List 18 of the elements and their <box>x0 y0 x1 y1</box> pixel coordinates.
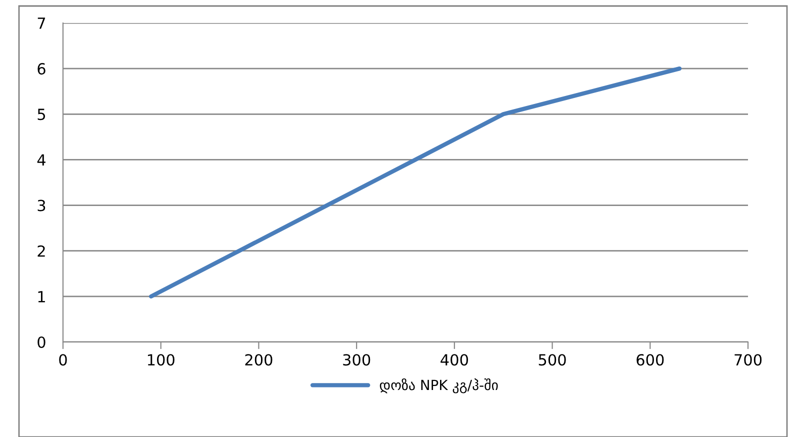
x-tick-label: 400 <box>440 354 468 366</box>
line-series <box>148 66 682 299</box>
y-tick-label: 6 <box>38 63 46 75</box>
y-tick-label: 1 <box>38 291 45 302</box>
y-tick-label: 3 <box>38 200 46 212</box>
x-tick-label: 100 <box>148 354 174 366</box>
y-tick-label: 5 <box>38 108 45 120</box>
y-tick-label: 7 <box>38 18 46 29</box>
x-tick-label: 0 <box>59 354 67 366</box>
x-tick-label: 600 <box>636 354 664 366</box>
y-tick-label: 4 <box>37 154 46 166</box>
x-tick-label: 300 <box>343 354 370 366</box>
x-tick-label: 200 <box>245 354 272 366</box>
legend-label: დოზა NPK კგ/ჰ-ში <box>380 378 498 394</box>
x-tick-label: 700 <box>734 354 762 366</box>
x-tick-label: 500 <box>538 354 566 366</box>
y-tick-label: 2 <box>38 245 45 257</box>
y-tick-label: 0 <box>38 336 46 348</box>
